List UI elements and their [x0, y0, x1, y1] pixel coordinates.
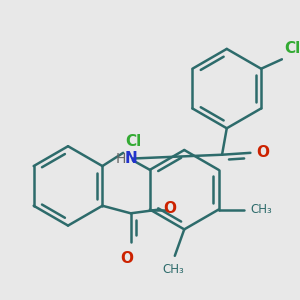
Text: N: N: [124, 151, 137, 166]
Text: Cl: Cl: [125, 134, 141, 149]
Text: Cl: Cl: [284, 40, 300, 56]
Text: CH₃: CH₃: [162, 263, 184, 276]
Text: H: H: [116, 152, 126, 166]
Text: O: O: [163, 201, 176, 216]
Text: O: O: [121, 251, 134, 266]
Text: O: O: [256, 145, 269, 160]
Text: CH₃: CH₃: [251, 203, 272, 216]
